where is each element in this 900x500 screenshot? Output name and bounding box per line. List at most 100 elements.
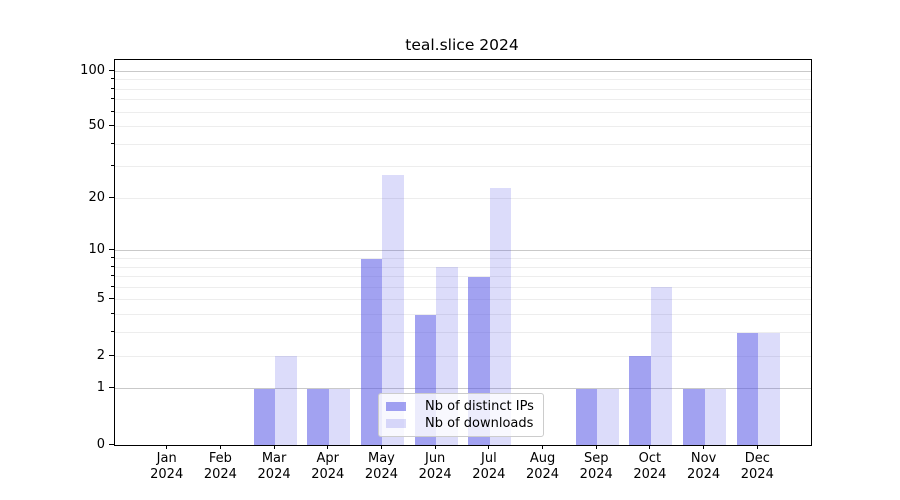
x-label-year: 2024: [525, 467, 560, 482]
bar-downloads-jul: [489, 187, 512, 445]
x-label-year: 2024: [150, 467, 184, 482]
x-tick-may: [380, 445, 382, 449]
bar-ips-nov: [683, 388, 705, 445]
y-minortick-30: [111, 165, 114, 167]
y-minortick-4: [111, 313, 114, 315]
x-tick-apr: [327, 445, 329, 449]
y-tick-0: [109, 443, 114, 445]
gridline-1: [115, 388, 811, 390]
legend-swatch: [386, 419, 406, 428]
y-minortick-20: [111, 196, 114, 198]
legend-item: Nb of downloads: [386, 415, 534, 432]
x-label-sep: Sep 2024: [566, 451, 626, 483]
y-minortick-80: [111, 87, 114, 89]
x-tick-sep: [595, 445, 597, 449]
bar-downloads-mar: [275, 356, 297, 445]
y-tick-100: [109, 69, 114, 71]
gridline-9: [115, 258, 811, 259]
x-label-month: May: [368, 451, 395, 466]
bar-downloads-oct: [650, 287, 673, 445]
x-label-feb: Feb 2024: [190, 451, 250, 483]
gridline-20: [115, 197, 811, 199]
gridline-50: [115, 126, 811, 128]
x-tick-mar: [273, 445, 275, 449]
gridline-30: [115, 166, 811, 168]
x-label-month: Feb: [208, 451, 232, 466]
x-label-month: Dec: [744, 451, 770, 466]
y-label-0: 0: [96, 436, 105, 452]
x-label-year: 2024: [687, 467, 721, 482]
x-label-year: 2024: [203, 467, 237, 482]
x-label-aug: Aug 2024: [513, 451, 573, 483]
x-label-jul: Jul 2024: [459, 451, 519, 483]
legend-label: Nb of distinct IPs: [425, 399, 534, 414]
y-label-100: 100: [80, 62, 105, 78]
x-label-month: Oct: [638, 451, 662, 466]
bar-ips-apr: [307, 388, 329, 445]
x-tick-aug: [542, 445, 544, 449]
y-tick-10: [109, 249, 114, 251]
y-minortick-70: [111, 98, 114, 100]
x-tick-jul: [488, 445, 490, 449]
x-label-month: Jul: [481, 451, 497, 466]
x-label-dec: Dec 2024: [727, 451, 787, 483]
legend-swatch: [386, 402, 406, 411]
gridline-4: [115, 314, 811, 316]
x-label-year: 2024: [257, 467, 291, 482]
bar-ips-sep: [575, 388, 598, 445]
x-tick-feb: [219, 445, 221, 449]
x-label-year: 2024: [740, 467, 774, 482]
x-label-month: Jun: [424, 451, 446, 466]
y-minortick-40: [111, 142, 114, 144]
x-tick-nov: [703, 445, 705, 449]
bar-ips-dec: [736, 332, 759, 445]
bar-ips-may: [360, 258, 383, 445]
y-label-50: 50: [88, 118, 105, 134]
x-label-year: 2024: [418, 467, 452, 482]
gridline-7: [115, 276, 811, 278]
gridline-10: [115, 250, 811, 252]
x-tick-jun: [434, 445, 436, 449]
y-minortick-8: [111, 265, 114, 267]
y-minortick-90: [111, 78, 114, 80]
x-label-mar: Mar 2024: [244, 451, 304, 483]
x-label-oct: Oct 2024: [620, 451, 680, 483]
y-label-10: 10: [88, 242, 105, 258]
chart-title: teal.slice 2024: [405, 36, 519, 54]
y-minortick-9: [111, 257, 114, 258]
gridline-3: [115, 332, 811, 334]
y-label-1: 1: [96, 380, 105, 396]
x-label-month: Nov: [690, 451, 717, 466]
bar-downloads-sep: [597, 388, 619, 445]
gridline-90: [115, 79, 811, 81]
legend-label: Nb of downloads: [425, 416, 534, 431]
plot-area: [114, 59, 812, 446]
bar-downloads-nov: [704, 388, 727, 445]
x-label-may: May 2024: [351, 451, 411, 483]
x-label-jun: Jun 2024: [405, 451, 465, 483]
x-label-month: Mar: [261, 451, 287, 466]
y-tick-1: [109, 387, 114, 389]
x-label-apr: Apr 2024: [298, 451, 358, 483]
x-tick-dec: [756, 445, 758, 449]
gridline-70: [115, 99, 811, 101]
gridline-8: [115, 266, 811, 268]
bar-downloads-apr: [328, 388, 351, 445]
x-tick-jan: [166, 445, 168, 449]
gridline-2: [115, 355, 811, 357]
bar-ips-oct: [629, 356, 651, 445]
bar-ips-mar: [253, 388, 276, 445]
bar-downloads-dec: [758, 332, 780, 445]
x-label-year: 2024: [472, 467, 506, 482]
x-label-year: 2024: [311, 467, 345, 482]
x-label-month: Sep: [583, 451, 609, 466]
y-minortick-6: [111, 285, 114, 287]
gridline-60: [115, 111, 811, 113]
y-minortick-3: [111, 331, 114, 333]
y-label-20: 20: [88, 189, 105, 205]
gridline-80: [115, 88, 811, 90]
x-label-year: 2024: [633, 467, 667, 482]
y-label-5: 5: [96, 291, 105, 307]
y-minortick-60: [111, 110, 114, 112]
